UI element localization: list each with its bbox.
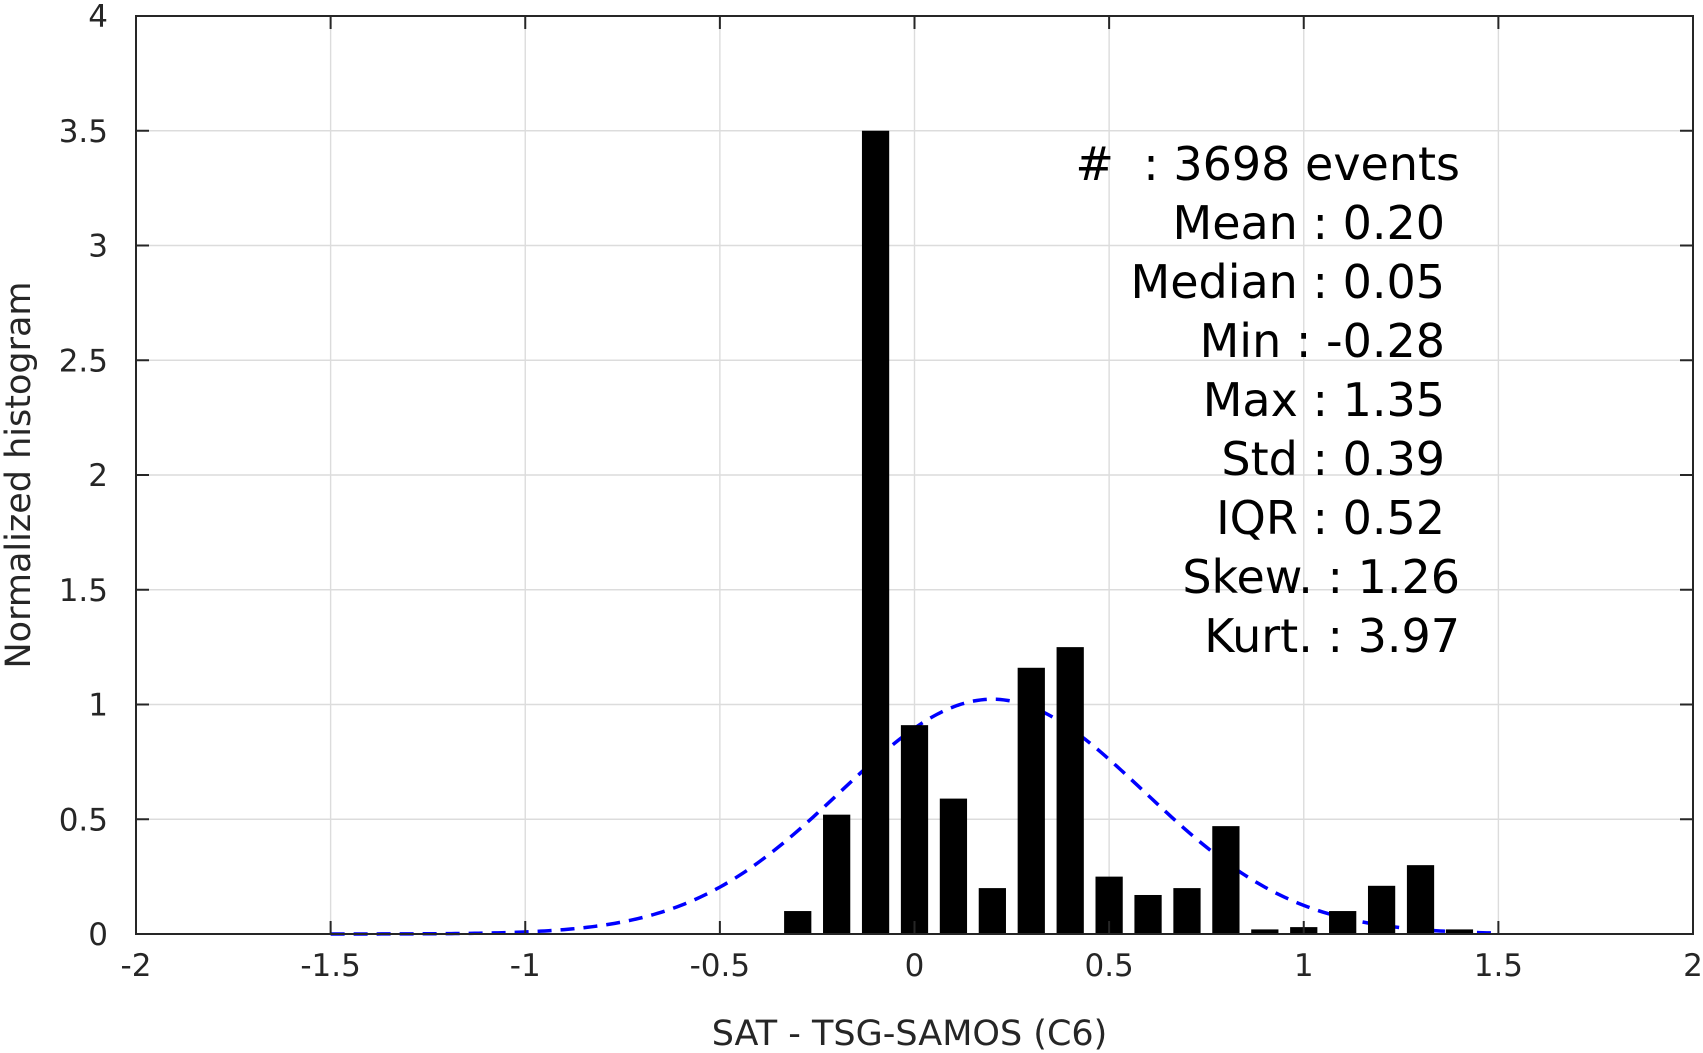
y-tick-label-1: 0.5 <box>59 802 108 838</box>
x-tick-label-1: -1.5 <box>300 948 361 984</box>
histogram-bar-5 <box>978 888 1006 934</box>
histogram-bar-15 <box>1367 885 1396 934</box>
histogram-bar-11 <box>1212 826 1240 934</box>
y-tick-label-6: 3 <box>88 229 108 265</box>
grid <box>136 16 1693 934</box>
x-tick-label-3: -0.5 <box>690 948 751 984</box>
histogram-bar-17 <box>1445 929 1474 934</box>
stat-line-1: Mean : 0.20 <box>1173 196 1446 250</box>
bars <box>784 130 1474 934</box>
x-axis-label: SAT - TSG-SAMOS (C6) <box>712 1014 1108 1053</box>
y-tick-label-2: 1 <box>88 688 108 724</box>
x-tick-label-4: 0 <box>905 948 925 984</box>
x-tick-label-7: 1.5 <box>1474 948 1523 984</box>
x-tick-label-5: 0.5 <box>1084 948 1133 984</box>
y-axis-label: Normalized histogram <box>0 281 39 668</box>
stat-line-5: Std : 0.39 <box>1221 432 1445 486</box>
y-tick-label-7: 3.5 <box>59 114 108 150</box>
histogram-bar-12 <box>1251 929 1279 934</box>
x-tick-label-6: 1 <box>1294 948 1314 984</box>
x-tick-label-0: -2 <box>121 948 152 984</box>
stat-line-7: Skew. : 1.26 <box>1182 550 1460 604</box>
stat-line-2: Median : 0.05 <box>1131 255 1445 309</box>
histogram-bar-2 <box>861 130 890 934</box>
stat-line-6: IQR : 0.52 <box>1216 491 1445 545</box>
stat-line-8: Kurt. : 3.97 <box>1204 609 1460 663</box>
y-tick-label-5: 2.5 <box>59 343 108 379</box>
histogram-bar-1 <box>823 814 851 934</box>
histogram-bar-4 <box>939 798 968 934</box>
ticks <box>135 15 1694 935</box>
stat-line-3: Min : -0.28 <box>1200 314 1445 368</box>
histogram-bar-0 <box>784 911 812 934</box>
histogram-bar-7 <box>1056 647 1084 934</box>
y-tick-label-4: 2 <box>88 458 108 494</box>
stat-line-4: Max : 1.35 <box>1203 373 1445 427</box>
histogram-bar-14 <box>1329 911 1357 934</box>
x-tick-label-2: -1 <box>510 948 541 984</box>
histogram-bar-16 <box>1406 865 1435 934</box>
y-tick-labels: 0 0.5 1 1.5 2 2.5 3 3.5 4 <box>59 0 108 953</box>
histogram-bar-10 <box>1173 888 1201 934</box>
x-tick-label-8: 2 <box>1683 948 1703 984</box>
y-tick-label-0: 0 <box>88 917 108 953</box>
histogram-bar-9 <box>1134 894 1162 934</box>
y-tick-label-3: 1.5 <box>59 573 108 609</box>
y-tick-label-8: 4 <box>88 0 108 35</box>
histogram-bar-6 <box>1017 667 1045 934</box>
histogram-bar-3 <box>900 725 929 934</box>
x-tick-labels: -2 -1.5 -1 -0.5 0 0.5 1 1.5 2 <box>121 948 1703 984</box>
stat-line-0: # : 3698 events <box>1075 137 1460 191</box>
